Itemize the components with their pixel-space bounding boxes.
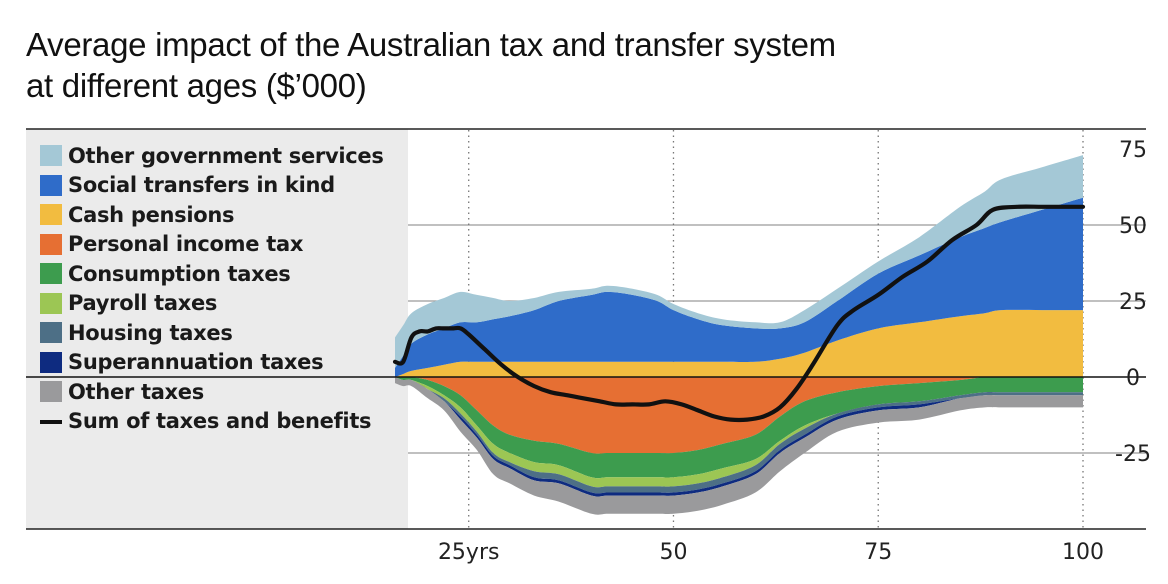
x-tick-label: 100 xyxy=(1062,540,1104,565)
y-axis-ticks: 75 50 25 0 -25 xyxy=(1115,138,1151,467)
legend-swatch xyxy=(40,263,62,285)
legend-item-other-taxes: Other taxes xyxy=(40,377,384,407)
area-superannuation-taxes xyxy=(395,377,1083,497)
legend-label: Other taxes xyxy=(68,379,204,404)
legend-item-cash-pensions: Cash pensions xyxy=(40,200,384,230)
legend-label: Sum of taxes and benefits xyxy=(68,409,372,434)
legend-label: Superannuation taxes xyxy=(68,350,324,375)
legend-label: Personal income tax xyxy=(68,232,304,257)
legend-swatch xyxy=(40,233,62,255)
legend-item-housing-taxes: Housing taxes xyxy=(40,318,384,348)
legend-swatch xyxy=(40,322,62,344)
x-axis-ticks: 25yrs 50 75 100 xyxy=(438,540,1104,565)
legend-item-other-government-services: Other government services xyxy=(40,141,384,171)
y-tick-label: 50 xyxy=(1119,214,1147,239)
legend-swatch xyxy=(40,351,62,373)
legend-swatch xyxy=(40,174,62,196)
x-tick-label: 25yrs xyxy=(438,540,500,565)
legend-swatch xyxy=(40,145,62,167)
net-line-layer xyxy=(392,204,1086,423)
legend-label: Cash pensions xyxy=(68,202,235,227)
chart-title-line-2: at different ages ($’000) xyxy=(26,67,367,104)
legend-swatch xyxy=(40,381,62,403)
legend-item-consumption-taxes: Consumption taxes xyxy=(40,259,384,289)
legend-item-social-transfers-in-kind: Social transfers in kind xyxy=(40,171,384,201)
legend-swatch xyxy=(40,292,62,314)
legend: Other government services Social transfe… xyxy=(40,141,384,436)
legend-label: Social transfers in kind xyxy=(68,173,335,198)
area-consumption-taxes xyxy=(395,376,1083,479)
legend-label: Other government services xyxy=(68,143,384,168)
chart-title-line-1: Average impact of the Australian tax and… xyxy=(26,26,836,63)
y-tick-label: -25 xyxy=(1115,442,1151,467)
legend-label: Payroll taxes xyxy=(68,291,218,316)
legend-line-swatch xyxy=(40,419,62,424)
y-tick-label: 75 xyxy=(1119,138,1147,163)
y-tick-label: 25 xyxy=(1119,290,1147,315)
area-payroll-taxes xyxy=(395,377,1083,488)
y-tick-label: 0 xyxy=(1126,366,1140,391)
legend-item-payroll-taxes: Payroll taxes xyxy=(40,289,384,319)
area-other-taxes xyxy=(395,377,1083,515)
legend-label: Consumption taxes xyxy=(68,261,291,286)
area-other-government-services xyxy=(395,155,1083,368)
legend-item-superannuation-taxes: Superannuation taxes xyxy=(40,348,384,378)
legend-label: Housing taxes xyxy=(68,320,233,345)
legend-item-sum-of-taxes-and-benefits: Sum of taxes and benefits xyxy=(40,407,384,437)
area-social-transfers-in-kind xyxy=(395,197,1083,377)
line-sum-of-taxes-and-benefits xyxy=(392,204,1086,423)
x-tick-label: 75 xyxy=(864,540,892,565)
area-cash-pensions xyxy=(395,309,1083,377)
legend-panel xyxy=(26,129,408,529)
legend-swatch xyxy=(40,204,62,226)
legend-item-personal-income-tax: Personal income tax xyxy=(40,230,384,260)
chart-title: Average impact of the Australian tax and… xyxy=(26,24,836,106)
stacked-areas xyxy=(395,155,1083,515)
x-tick-label: 50 xyxy=(659,540,687,565)
